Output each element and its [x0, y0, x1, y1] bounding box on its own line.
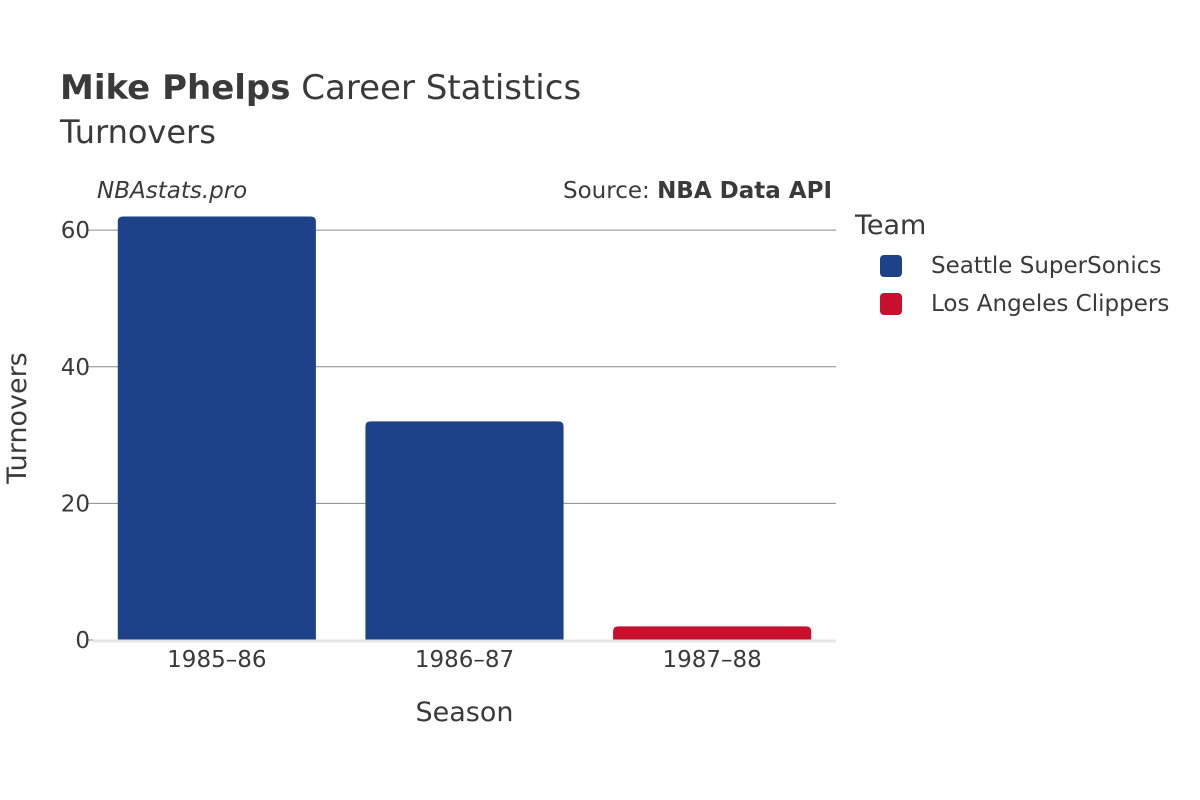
legend-label-seattle: Seattle SuperSonics — [931, 253, 1162, 279]
chart-title: Mike Phelps Career Statistics — [60, 68, 581, 108]
chart-subtitle: Turnovers — [60, 113, 216, 151]
y-tick-label-20: 20 — [61, 491, 90, 517]
bar-1987–88 — [613, 626, 812, 640]
legend-swatch-clippers — [880, 293, 902, 315]
x-tick-label-1985–86: 1985–86 — [167, 647, 266, 673]
y-tick-label-60: 60 — [61, 218, 90, 244]
source-name: NBA Data API — [657, 178, 832, 204]
source-prefix: Source: — [563, 178, 658, 204]
legend-item-clippers[interactable]: Los Angeles Clippers — [855, 285, 1169, 323]
source-text: Source: NBA Data API — [563, 178, 832, 204]
player-name: Mike Phelps — [60, 68, 291, 108]
title-suffix: Career Statistics — [290, 68, 582, 108]
y-axis-title: Turnovers — [2, 352, 33, 485]
x-tick-label-1987–88: 1987–88 — [663, 647, 762, 673]
y-tick-label-0: 0 — [75, 628, 90, 654]
legend: Team Seattle SuperSonics Los Angeles Cli… — [855, 210, 1169, 323]
legend-title: Team — [855, 210, 927, 241]
branding-text: NBAstats.pro — [97, 178, 248, 204]
y-tick-label-40: 40 — [61, 355, 90, 381]
legend-label-clippers: Los Angeles Clippers — [931, 291, 1170, 317]
x-tick-label-1986–87: 1986–87 — [415, 647, 514, 673]
legend-item-seattle[interactable]: Seattle SuperSonics — [855, 247, 1169, 285]
x-axis-title: Season — [416, 697, 514, 728]
bar-1985–86 — [117, 216, 316, 640]
bar-1986–87 — [365, 421, 564, 640]
legend-swatch-seattle — [880, 255, 902, 277]
